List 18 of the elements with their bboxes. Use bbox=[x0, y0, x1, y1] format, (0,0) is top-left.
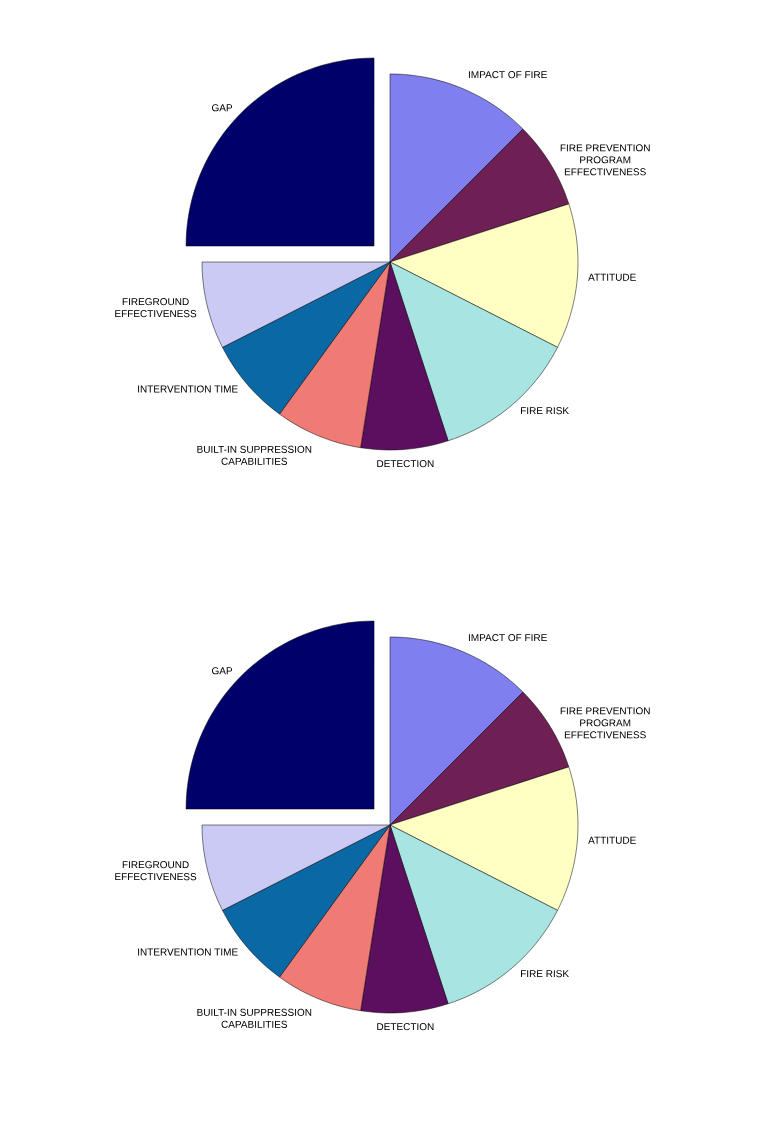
slice-label: FIREGROUND EFFECTIVENESS bbox=[115, 298, 197, 318]
slice-label: INTERVENTION TIME bbox=[138, 385, 238, 393]
slice-label: INTERVENTION TIME bbox=[138, 948, 238, 956]
slice-label: IMPACT OF FIRE bbox=[468, 71, 547, 79]
slice-label: IMPACT OF FIRE bbox=[468, 634, 547, 642]
slice-label: FIREGROUND EFFECTIVENESS bbox=[115, 861, 197, 881]
slice-label: BUILT-IN SUPPRESSION CAPABILITIES bbox=[197, 1008, 312, 1028]
slice-label: FIRE PREVENTION PROGRAM EFFECTIVENESS bbox=[560, 144, 650, 176]
slice-label: ATTITUDE bbox=[588, 273, 636, 281]
slice-label: DETECTION bbox=[377, 460, 434, 468]
slice-label: ATTITUDE bbox=[588, 836, 636, 844]
slice-label: FIRE RISK bbox=[521, 970, 569, 978]
slice-label: BUILT-IN SUPPRESSION CAPABILITIES bbox=[197, 445, 312, 465]
slice-label: GAP bbox=[211, 667, 233, 675]
slice-label: DETECTION bbox=[377, 1023, 434, 1031]
slice-label: GAP bbox=[211, 104, 233, 112]
slice-label: FIRE PREVENTION PROGRAM EFFECTIVENESS bbox=[560, 707, 650, 739]
slice-label: FIRE RISK bbox=[521, 407, 569, 415]
